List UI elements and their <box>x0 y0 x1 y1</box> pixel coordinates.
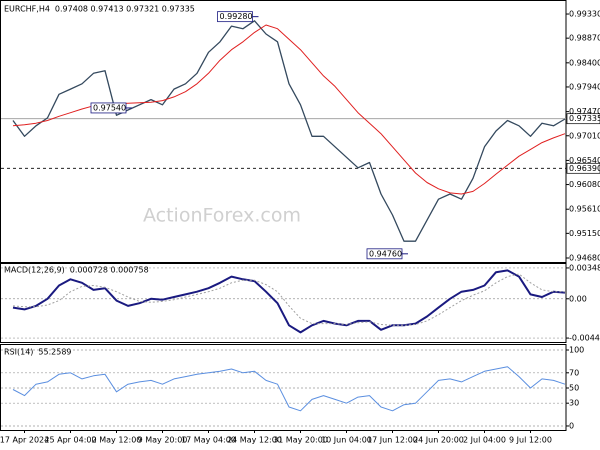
y-tick-label: 100 <box>569 346 584 355</box>
y-tick-label: 30 <box>569 399 579 408</box>
x-tick-label: 31 May 20:00 <box>273 436 328 445</box>
panel-title: RSI(14) <box>4 348 33 357</box>
y-tick-label: -0.004436 <box>569 334 600 343</box>
y-tick-label: 50 <box>569 383 579 392</box>
series-line <box>12 366 566 412</box>
x-tick-label: 10 Jun 04:00 <box>321 436 372 445</box>
x-tick-label: 9 Jul 12:00 <box>509 436 552 445</box>
x-tick-label: 2 May 12:00 <box>92 436 142 445</box>
panel-readout: 55.2589 <box>38 348 71 357</box>
y-tick-label: 0.99330 <box>569 10 600 19</box>
price-frame <box>0 0 567 263</box>
series-line <box>12 269 566 334</box>
y-tick-label: 0.98870 <box>569 34 600 43</box>
annotation-label: 0.97540 <box>93 103 126 112</box>
panel-title: MACD(12,26,9) <box>4 266 65 275</box>
watermark: ActionForex.com <box>143 205 301 227</box>
y-tick-label: 0.00 <box>569 294 587 303</box>
x-tick-label: 25 Apr 04:00 <box>44 436 96 445</box>
x-tick-label: 24 May 12:00 <box>227 436 282 445</box>
y-tick-label: 0.97010 <box>569 131 600 140</box>
level-box <box>566 162 600 174</box>
panel-readout: 0.97408 0.97413 0.97321 0.97335 <box>55 5 195 14</box>
annotation-box <box>90 102 127 114</box>
y-tick-label: 0.96080 <box>569 180 600 189</box>
panel-readout: 0.000728 0.000758 <box>70 266 149 275</box>
x-tick-label: 24 Jun 20:00 <box>413 436 464 445</box>
x-tick-label: 9 May 20:00 <box>138 436 188 445</box>
x-tick-label: 17 May 04:00 <box>181 436 236 445</box>
x-tick-label: 2 Jul 04:00 <box>463 436 506 445</box>
annotation-box <box>366 248 403 260</box>
y-tick-label: 0.97940 <box>569 82 600 91</box>
annotation-label: 0.99280 <box>220 12 253 21</box>
y-tick-label: 0.95610 <box>569 205 600 214</box>
y-tick-label: 0.95150 <box>569 229 600 238</box>
y-tick-label: 70 <box>569 368 579 377</box>
level-label: 0.97335 <box>569 114 600 123</box>
annotation-label: 0.94760 <box>369 249 402 258</box>
annotation-box <box>217 11 253 23</box>
y-tick-label: 0.96540 <box>569 156 600 165</box>
y-tick-label: 0.003481 <box>569 263 600 272</box>
x-tick-label: 17 Jun 12:00 <box>367 436 418 445</box>
macd-frame <box>0 263 567 343</box>
level-box <box>566 113 600 125</box>
series-line <box>12 273 565 326</box>
level-label: 0.96390 <box>569 164 600 173</box>
y-tick-label: 0 <box>569 421 574 430</box>
x-tick-label: 17 Apr 2024 <box>0 436 49 445</box>
series-line <box>12 20 566 242</box>
rsi-frame <box>0 344 567 431</box>
y-tick-label: 0.97470 <box>569 107 600 116</box>
y-tick-label: 0.98400 <box>569 58 600 67</box>
y-tick-label: 0.94680 <box>569 254 600 263</box>
panel-title: EURCHF,H4 <box>4 5 50 14</box>
